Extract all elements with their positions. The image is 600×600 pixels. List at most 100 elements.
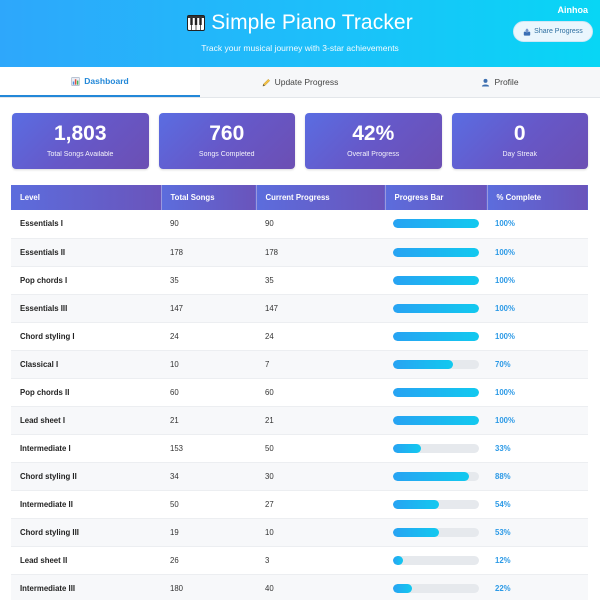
table-row: Essentials I 90 90 100% [11,210,588,239]
total-songs-cell: 178 [161,238,256,267]
progress-bar-track [393,247,479,257]
stat-card-total-songs: 1,803 Total Songs Available [12,113,149,169]
current-progress-cell: 21 [256,406,385,435]
current-progress-cell: 27 [256,490,385,519]
progress-bar-fill [393,331,479,341]
percent-complete-cell: 53% [487,518,588,547]
progress-bar-track [393,219,479,229]
percent-complete-cell: 100% [487,406,588,435]
progress-bar-cell [385,238,487,267]
level-cell: Lead sheet II [11,546,161,575]
tab-dashboard[interactable]: Dashboard [0,67,200,97]
current-progress-cell: 40 [256,574,385,600]
progress-bar-track [393,499,479,509]
piano-icon [187,15,206,31]
progress-bar-cell [385,266,487,295]
progress-bar-cell [385,322,487,351]
user-icon [482,78,490,87]
level-cell: Chord styling I [11,322,161,351]
current-progress-cell: 35 [256,266,385,295]
progress-bar-track [393,555,479,565]
percent-complete-cell: 88% [487,462,588,491]
progress-bar-cell [385,490,487,519]
total-songs-cell: 35 [161,266,256,295]
nav-tabs: Dashboard Update Progress Profile [0,67,600,98]
table-row: Intermediate II 50 27 54% [11,490,588,519]
progress-bar-cell [385,546,487,575]
current-progress-cell: 3 [256,546,385,575]
title-text: Simple Piano Tracker [211,11,413,34]
table-body: Essentials I 90 90 100% Essentials II 178 178 1… [11,210,588,600]
progress-bar-fill [393,471,469,481]
progress-bar-fill [393,219,479,229]
stat-card-day-streak: 0 Day Streak [451,113,588,169]
progress-bar-fill [393,527,439,537]
current-progress-cell: 30 [256,462,385,491]
column-header-progress-bar: Progress Bar [385,185,488,210]
percent-complete-cell: 70% [487,350,588,379]
table-header-row: Level Total Songs Current Progress Progr… [11,185,588,210]
progress-bar-cell [385,462,487,491]
progress-bar-cell [385,350,487,379]
stat-label: Total Songs Available [47,151,114,158]
total-songs-cell: 90 [161,210,256,239]
stat-value: 42% [352,122,395,145]
table-row: Essentials II 178 178 100% [11,238,588,267]
table-row: Intermediate I 153 50 33% [11,434,588,463]
total-songs-cell: 26 [161,546,256,575]
progress-bar-track [393,527,479,537]
stat-card-songs-completed: 760 Songs Completed [158,113,295,169]
level-cell: Lead sheet I [11,406,161,435]
stat-value: 760 [209,122,245,145]
progress-bar-cell [385,518,487,547]
column-header-total-songs: Total Songs [161,185,257,210]
progress-bar-cell [385,406,487,435]
page-title: Simple Piano Tracker [0,11,600,35]
progress-bar-fill [393,359,454,369]
level-cell: Essentials I [11,210,161,239]
level-cell: Chord styling II [11,462,161,491]
progress-bar-cell [385,210,487,239]
progress-bar-cell [385,378,487,407]
progress-bar-track [393,387,479,397]
total-songs-cell: 34 [161,462,256,491]
progress-bar-cell [385,294,487,323]
tab-label: Profile [494,77,519,87]
progress-table-container: Level Total Songs Current Progress Progr… [11,185,588,600]
percent-complete-cell: 100% [487,266,588,295]
percent-complete-cell: 100% [487,294,588,323]
table-row: Essentials III 147 147 100% [11,294,588,323]
percent-complete-cell: 54% [487,490,588,519]
tab-profile[interactable]: Profile [400,67,600,97]
stat-label: Overall Progress [347,151,400,158]
progress-bar-track [393,471,479,481]
progress-bar-track [393,359,479,369]
current-progress-cell: 7 [256,350,385,379]
share-progress-button[interactable]: Share Progress [513,21,593,42]
level-cell: Essentials II [11,238,161,267]
current-progress-cell: 50 [256,434,385,463]
column-header-percent-complete: % Complete [487,185,588,210]
progress-bar-fill [393,583,412,593]
table-row: Pop chords II 60 60 100% [11,378,588,407]
progress-bar-track [393,415,479,425]
stats-cards: 1,803 Total Songs Available 760 Songs Co… [12,113,588,169]
progress-bar-cell [385,434,487,463]
percent-complete-cell: 12% [487,546,588,575]
page-subtitle: Track your musical journey with 3-star a… [201,43,399,53]
total-songs-cell: 19 [161,518,256,547]
share-icon [523,27,531,36]
stat-value: 0 [513,122,526,145]
user-name[interactable]: Ainhoa [557,5,589,15]
table-row: Chord styling II 34 30 88% [11,462,588,491]
percent-complete-cell: 33% [487,434,588,463]
progress-bar-fill [393,499,440,509]
tab-update-progress[interactable]: Update Progress [200,67,400,97]
total-songs-cell: 21 [161,406,256,435]
progress-bar-fill [393,247,479,257]
stat-value: 1,803 [53,122,107,145]
progress-bar-track [393,583,479,593]
level-cell: Chord styling III [11,518,161,547]
total-songs-cell: 24 [161,322,256,351]
current-progress-cell: 10 [256,518,385,547]
